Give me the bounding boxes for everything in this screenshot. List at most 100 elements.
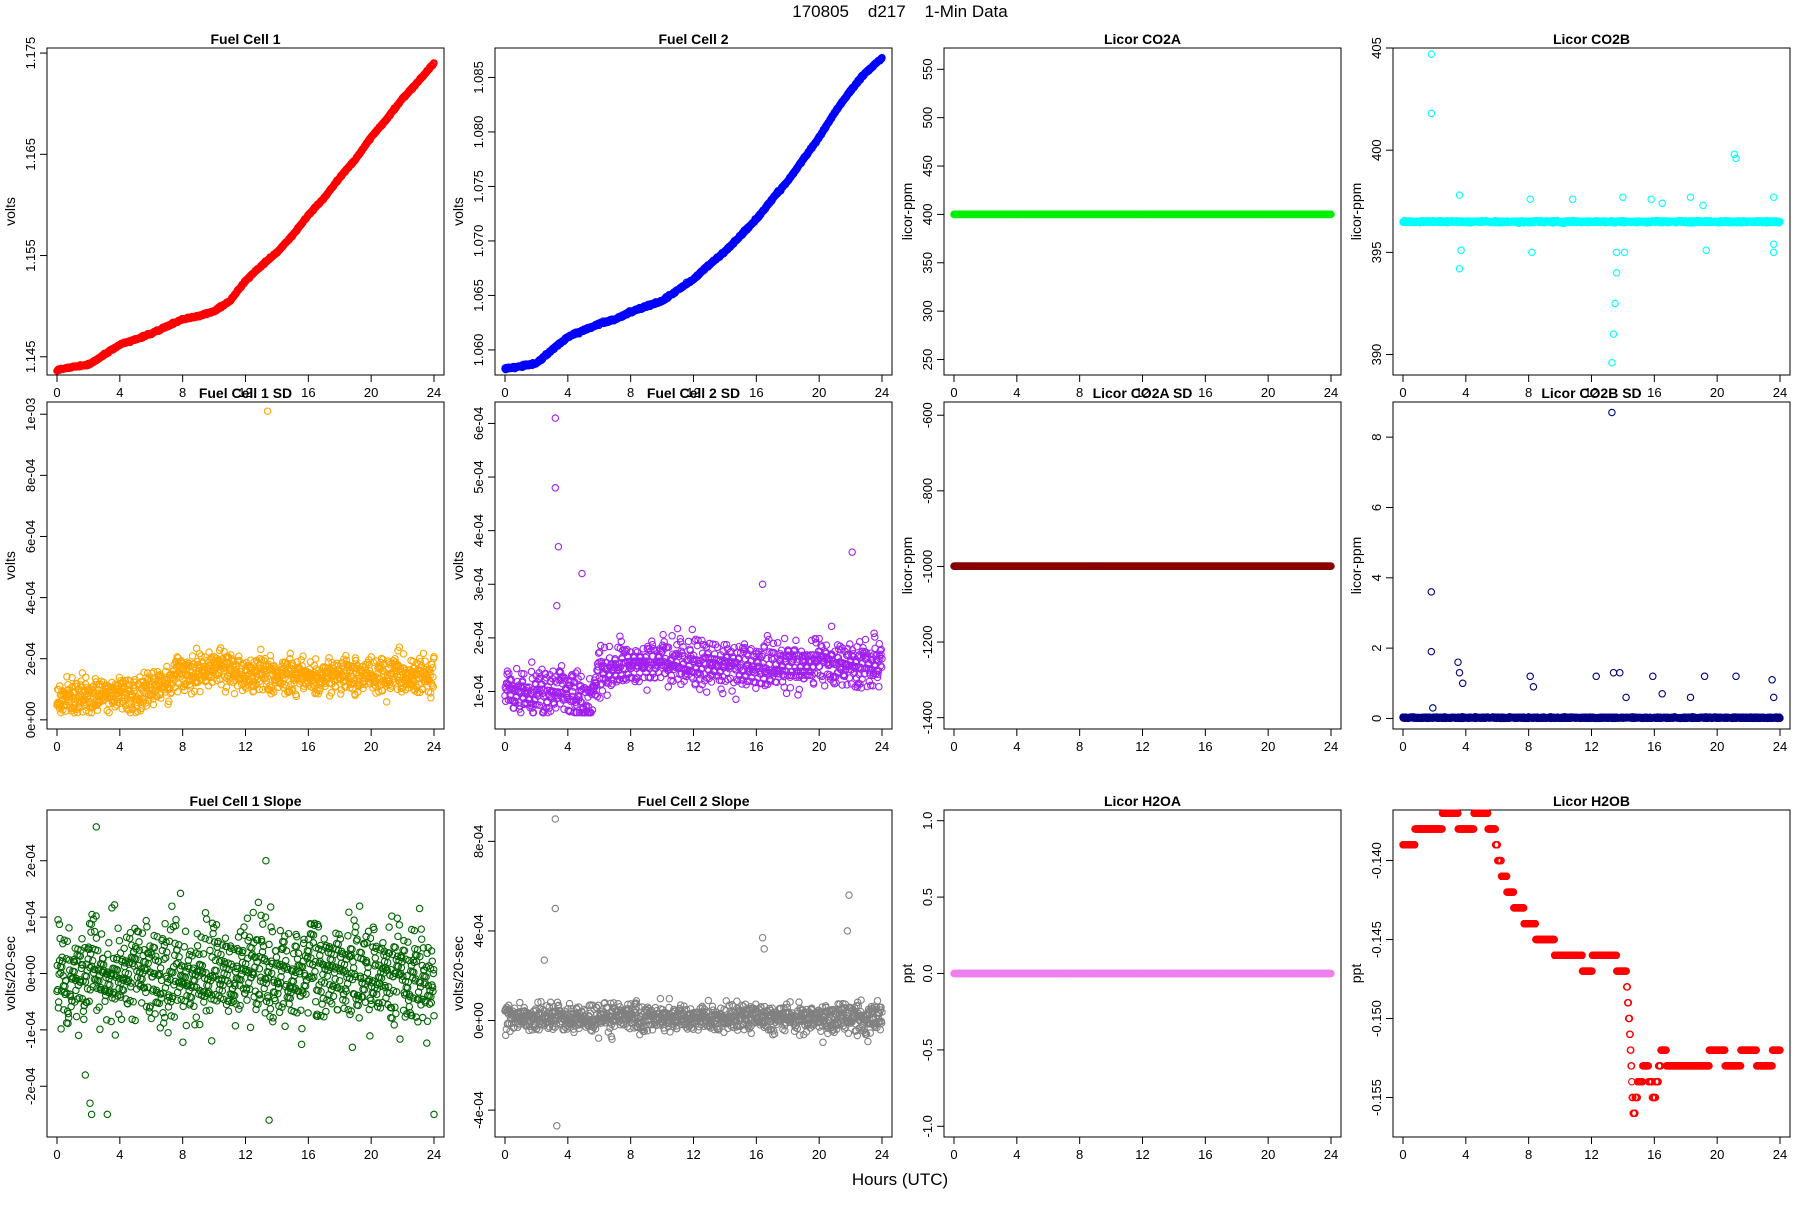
x-tick-label: 24 bbox=[875, 385, 889, 400]
data-point-outlier bbox=[1771, 249, 1777, 255]
plot-frame bbox=[47, 48, 444, 375]
y-tick-label: 1.080 bbox=[471, 116, 486, 149]
panel-title: Licor CO2B bbox=[1553, 31, 1630, 47]
y-tick-label: 550 bbox=[920, 58, 935, 80]
x-tick-label: 4 bbox=[116, 385, 123, 400]
x-tick-label: 20 bbox=[364, 385, 378, 400]
x-tick-label: 24 bbox=[427, 739, 441, 754]
x-tick-label: 20 bbox=[1261, 385, 1275, 400]
data-point-outlier bbox=[1458, 247, 1464, 253]
y-tick-label: 350 bbox=[920, 252, 935, 274]
data-point-outlier bbox=[1648, 196, 1654, 202]
y-tick-label: 400 bbox=[1369, 139, 1384, 161]
data-point-outlier bbox=[1620, 194, 1626, 200]
data-point-outlier bbox=[1700, 202, 1706, 208]
data-point-outlier bbox=[1570, 196, 1576, 202]
y-tick-label: 0e+00 bbox=[23, 702, 38, 739]
x-tick-label: 24 bbox=[1773, 385, 1787, 400]
data-point-outlier bbox=[1456, 192, 1462, 198]
data-point-outlier bbox=[1771, 194, 1777, 200]
y-tick-label: 1.065 bbox=[471, 279, 486, 312]
y-axis-label: volts bbox=[450, 197, 466, 226]
x-tick-label: 0 bbox=[53, 385, 60, 400]
y-tick-label: 390 bbox=[1369, 344, 1384, 366]
x-tick-label: 0 bbox=[950, 385, 957, 400]
data-points bbox=[951, 211, 1334, 217]
data-point-outlier bbox=[1610, 331, 1616, 337]
data-point-outlier bbox=[1428, 110, 1434, 116]
x-tick-label: 8 bbox=[179, 739, 186, 754]
data-point-outlier bbox=[1612, 300, 1618, 306]
y-axis-label: volts bbox=[2, 197, 18, 226]
x-tick-label: 4 bbox=[116, 739, 123, 754]
y-tick-label: 1.145 bbox=[23, 341, 38, 374]
y-tick-label: 1.155 bbox=[23, 239, 38, 272]
x-tick-label: 4 bbox=[564, 385, 571, 400]
x-tick-label: 16 bbox=[1647, 385, 1661, 400]
y-axis-label: licor-ppm bbox=[899, 183, 915, 241]
panel-title: Fuel Cell 1 bbox=[210, 31, 280, 47]
plot-frame bbox=[495, 48, 892, 375]
figure-title: 170805 d217 1-Min Data bbox=[0, 2, 1800, 22]
y-tick-label: 1.060 bbox=[471, 334, 486, 367]
data-point-outlier bbox=[1687, 194, 1693, 200]
y-tick-label: 8e-04 bbox=[23, 459, 38, 492]
data-point-outlier bbox=[1613, 249, 1619, 255]
data-point-outlier bbox=[1659, 200, 1665, 206]
x-tick-label: 16 bbox=[1198, 385, 1212, 400]
data-point bbox=[189, 653, 195, 659]
x-tick-label: 8 bbox=[179, 385, 186, 400]
y-tick-label: 1e-03 bbox=[23, 398, 38, 431]
x-tick-label: 16 bbox=[301, 739, 315, 754]
x-tick-label: 16 bbox=[301, 385, 315, 400]
x-tick-label: 4 bbox=[1013, 385, 1020, 400]
y-tick-label: 1.070 bbox=[471, 225, 486, 258]
data-points bbox=[502, 55, 885, 373]
x-tick-label: 4 bbox=[1462, 385, 1469, 400]
data-point-outlier bbox=[1456, 266, 1462, 272]
x-tick-label: 16 bbox=[749, 385, 763, 400]
data-point bbox=[83, 674, 89, 680]
y-tick-label: 250 bbox=[920, 349, 935, 371]
y-tick-label: 395 bbox=[1369, 242, 1384, 264]
data-point bbox=[79, 670, 85, 676]
y-axis-label: volts bbox=[2, 551, 18, 580]
data-point-outlier bbox=[1621, 249, 1627, 255]
y-tick-label: 2e-04 bbox=[23, 642, 38, 675]
x-tick-label: 20 bbox=[1710, 385, 1724, 400]
y-tick-label: 405 bbox=[1369, 37, 1384, 59]
x-tick-label: 24 bbox=[427, 385, 441, 400]
panel-title: Fuel Cell 1 SD bbox=[199, 385, 292, 401]
x-tick-label: 0 bbox=[501, 385, 508, 400]
y-tick-label: 450 bbox=[920, 155, 935, 177]
y-tick-label: 4e-04 bbox=[23, 581, 38, 614]
data-point-outlier bbox=[1609, 360, 1615, 366]
data-points bbox=[1400, 51, 1783, 366]
data-points bbox=[54, 60, 437, 374]
panel-fuel-cell-1-sd: Fuel Cell 1 SD volts 0 4 8 12 16 20 24 0e+00 2e-04… bbox=[2, 385, 444, 754]
x-tick-label: 12 bbox=[238, 739, 252, 754]
x-tick-label: 8 bbox=[1076, 385, 1083, 400]
x-tick-label: 24 bbox=[1324, 385, 1338, 400]
x-tick-label: 0 bbox=[1399, 385, 1406, 400]
x-tick-label: 20 bbox=[364, 739, 378, 754]
data-point-outlier bbox=[1703, 247, 1709, 253]
y-tick-label: 1.085 bbox=[471, 61, 486, 94]
data-point-outlier bbox=[1731, 151, 1737, 157]
y-tick-label: 400 bbox=[920, 204, 935, 226]
y-tick-label: 500 bbox=[920, 107, 935, 129]
y-tick-label: 1.165 bbox=[23, 138, 38, 171]
data-points bbox=[54, 408, 437, 716]
x-tick-label: 8 bbox=[1525, 385, 1532, 400]
y-tick-label: 300 bbox=[920, 300, 935, 322]
plot-frame bbox=[1393, 48, 1790, 375]
y-tick-label: 1.075 bbox=[471, 170, 486, 203]
x-tick-label: 8 bbox=[627, 385, 634, 400]
y-tick-label: 1.175 bbox=[23, 37, 38, 70]
data-point-outlier bbox=[1428, 51, 1434, 57]
data-point-outlier bbox=[1527, 196, 1533, 202]
y-tick-label: 6e-04 bbox=[23, 520, 38, 553]
